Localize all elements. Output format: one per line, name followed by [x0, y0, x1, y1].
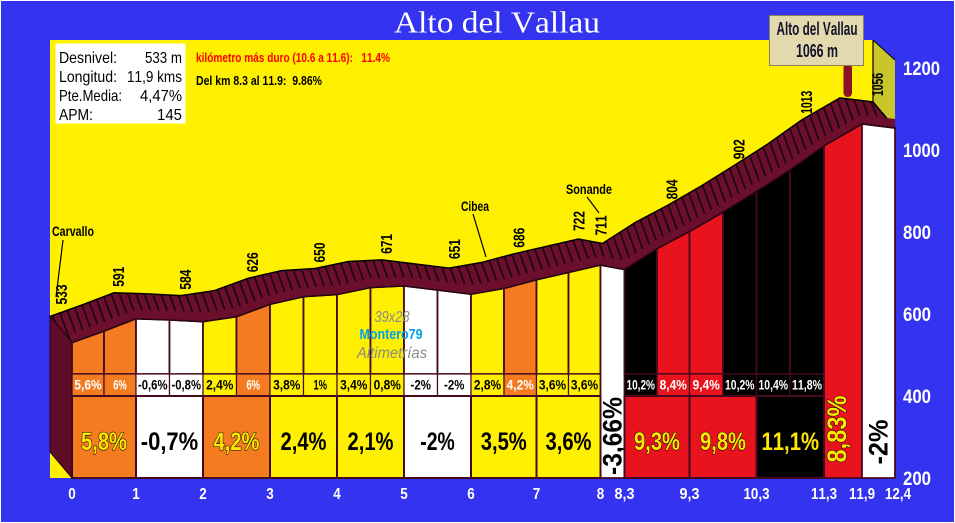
svg-text:671: 671 [379, 234, 396, 254]
svg-text:7: 7 [533, 486, 541, 503]
svg-text:1013: 1013 [799, 91, 816, 114]
svg-text:1%: 1% [313, 378, 327, 393]
svg-text:8,83%: 8,83% [822, 396, 852, 463]
svg-text:11,3: 11,3 [811, 486, 837, 503]
svg-text:1056: 1056 [870, 73, 887, 96]
svg-text:-0,7%: -0,7% [141, 428, 199, 456]
svg-text:722: 722 [572, 211, 589, 231]
svg-text:Alto del Vallau: Alto del Vallau [394, 5, 600, 40]
svg-text:12,4: 12,4 [885, 486, 911, 503]
svg-text:-2%: -2% [864, 420, 894, 465]
svg-text:3,8%: 3,8% [273, 378, 300, 393]
svg-text:4,47%: 4,47% [140, 88, 182, 105]
svg-text:651: 651 [447, 239, 464, 259]
svg-text:11,9: 11,9 [849, 486, 875, 503]
svg-text:10,3: 10,3 [744, 486, 770, 503]
svg-text:2,4%: 2,4% [281, 428, 327, 456]
svg-text:1200: 1200 [903, 58, 940, 80]
svg-text:804: 804 [665, 179, 682, 199]
svg-text:145: 145 [157, 107, 182, 124]
svg-text:9,3: 9,3 [680, 486, 700, 503]
svg-text:5: 5 [400, 486, 408, 503]
svg-text:9,3%: 9,3% [634, 428, 680, 456]
svg-text:600: 600 [903, 304, 931, 326]
svg-text:11,8%: 11,8% [792, 378, 822, 393]
svg-text:8,4%: 8,4% [660, 378, 687, 393]
svg-text:11,1%: 11,1% [762, 428, 820, 456]
svg-text:591: 591 [111, 267, 128, 287]
svg-text:APM:: APM: [59, 107, 93, 124]
svg-text:6: 6 [467, 486, 475, 503]
svg-text:Del km 8.3 al 11.9: 9.86%: Del km 8.3 al 11.9: 9.86% [196, 73, 322, 88]
svg-text:3,6%: 3,6% [571, 378, 598, 393]
svg-text:1: 1 [132, 486, 140, 503]
svg-text:2,8%: 2,8% [474, 378, 501, 393]
svg-text:400: 400 [903, 386, 931, 408]
svg-text:200: 200 [903, 468, 931, 490]
svg-text:8: 8 [597, 486, 605, 503]
svg-text:8,3: 8,3 [615, 486, 635, 503]
svg-text:Carvallo: Carvallo [52, 224, 94, 239]
svg-text:Desnivel:: Desnivel: [59, 50, 117, 67]
svg-text:Longitud:: Longitud: [59, 69, 117, 86]
svg-text:Altimetrías: Altimetrías [356, 345, 427, 362]
svg-text:3,6%: 3,6% [546, 428, 592, 456]
svg-text:686: 686 [512, 228, 529, 248]
svg-text:Pte.Media:: Pte.Media: [59, 88, 122, 105]
svg-text:kilómetro más duro (10.6 a 11.: kilómetro más duro (10.6 a 11.6): 11.4% [196, 50, 390, 65]
svg-text:0,8%: 0,8% [374, 378, 401, 393]
svg-text:3,6%: 3,6% [539, 378, 566, 393]
svg-text:1000: 1000 [903, 140, 940, 162]
svg-text:10,4%: 10,4% [759, 378, 789, 393]
svg-text:711: 711 [594, 215, 611, 235]
svg-text:0: 0 [68, 486, 76, 503]
svg-text:6%: 6% [246, 378, 260, 393]
svg-text:-3,66%: -3,66% [598, 397, 628, 475]
svg-text:-2%: -2% [444, 378, 464, 393]
svg-text:533: 533 [54, 284, 71, 304]
svg-text:584: 584 [178, 270, 195, 290]
svg-text:10,2%: 10,2% [725, 378, 755, 393]
svg-text:2: 2 [199, 486, 207, 503]
svg-text:533 m: 533 m [145, 50, 182, 67]
svg-text:2,4%: 2,4% [206, 378, 233, 393]
svg-text:Sonande: Sonande [566, 182, 612, 197]
svg-text:902: 902 [732, 139, 749, 159]
svg-text:11,9 kms: 11,9 kms [127, 69, 182, 86]
svg-text:1066 m: 1066 m [796, 41, 838, 61]
svg-text:3,5%: 3,5% [481, 428, 527, 456]
svg-text:9,8%: 9,8% [700, 428, 746, 456]
svg-text:6%: 6% [113, 378, 127, 393]
svg-text:4: 4 [333, 486, 341, 503]
svg-text:-2%: -2% [420, 428, 455, 456]
svg-text:800: 800 [903, 222, 931, 244]
svg-text:-2%: -2% [411, 378, 431, 393]
svg-text:626: 626 [245, 252, 262, 272]
svg-text:3,4%: 3,4% [340, 378, 367, 393]
svg-text:5,6%: 5,6% [74, 378, 101, 393]
svg-text:3: 3 [266, 486, 274, 503]
svg-text:39x28: 39x28 [375, 309, 410, 326]
svg-text:-0,8%: -0,8% [172, 378, 202, 393]
svg-text:Alto del Vallau: Alto del Vallau [777, 19, 858, 39]
svg-text:9,4%: 9,4% [693, 378, 720, 393]
svg-text:5,8%: 5,8% [81, 428, 127, 456]
svg-text:Cibea: Cibea [461, 199, 489, 214]
svg-text:-0,6%: -0,6% [138, 378, 168, 393]
svg-text:650: 650 [312, 242, 329, 262]
svg-text:2,1%: 2,1% [348, 428, 394, 456]
svg-text:4,2%: 4,2% [507, 378, 534, 393]
svg-text:Montero79: Montero79 [360, 326, 423, 343]
svg-text:10,2%: 10,2% [627, 378, 656, 393]
svg-text:4,2%: 4,2% [214, 428, 260, 456]
